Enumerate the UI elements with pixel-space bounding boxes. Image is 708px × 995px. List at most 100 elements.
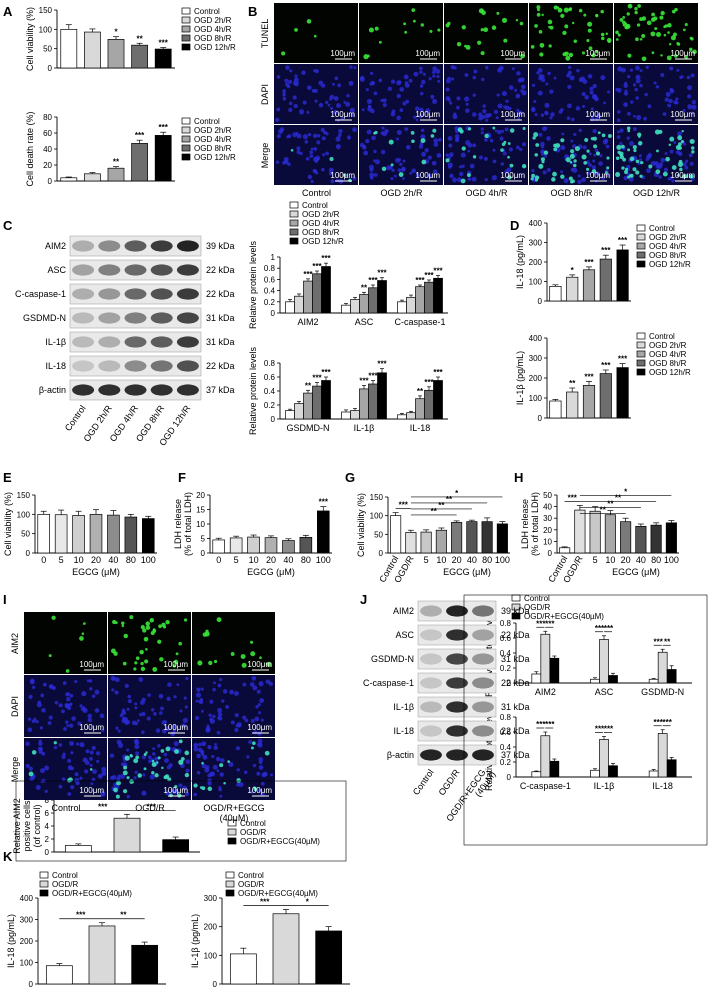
dapi-nucleus (330, 179, 335, 184)
dapi-nucleus (67, 758, 72, 763)
bar (590, 678, 600, 684)
x-tick-label: C-caspase-1 (520, 781, 571, 791)
legend-label: Control (649, 224, 675, 233)
dapi-nucleus (420, 128, 425, 133)
dapi-nucleus (346, 135, 352, 140)
dapi-nucleus (627, 111, 631, 116)
dapi-nucleus (660, 73, 665, 77)
bar (540, 735, 551, 778)
y-tick-label: 5 (201, 535, 206, 544)
positive-cell (404, 30, 408, 34)
dapi-nucleus (309, 150, 314, 155)
legend-swatch (289, 210, 299, 218)
dapi-nucleus (467, 149, 471, 153)
positive-cell (624, 170, 628, 174)
blot-band (446, 701, 468, 713)
positive-cell (568, 52, 574, 58)
positive-cell (158, 624, 162, 629)
significance-mark: *** (159, 123, 169, 132)
positive-cell (565, 55, 571, 61)
dapi-nucleus (634, 87, 638, 92)
dapi-nucleus (265, 679, 271, 684)
positive-cell (145, 621, 151, 626)
y-tick-label: 0 (26, 549, 31, 558)
dapi-nucleus (497, 129, 502, 135)
kda-label: 22 kDa (501, 678, 530, 688)
dapi-nucleus (114, 690, 119, 695)
dapi-nucleus (485, 118, 489, 122)
bar (113, 817, 141, 853)
y-tick-label: 0.6 (264, 373, 276, 382)
significance-mark: *** (584, 372, 594, 381)
dapi-nucleus (404, 127, 409, 131)
dapi-nucleus (623, 83, 628, 89)
dapi-nucleus (346, 93, 350, 98)
dapi-nucleus (234, 713, 239, 718)
kda-label: 37 kDa (206, 385, 235, 395)
positive-cell (140, 625, 145, 630)
dapi-nucleus (419, 107, 424, 113)
legend-label: OGD 12h/R (194, 43, 236, 52)
dapi-nucleus (195, 699, 199, 703)
positive-cell (410, 131, 415, 135)
dapi-nucleus (639, 69, 643, 73)
dapi-nucleus (482, 104, 486, 108)
dapi-nucleus (669, 149, 674, 154)
positive-cell (587, 21, 593, 27)
dapi-nucleus (581, 177, 586, 183)
y-tick-label: 0.6 (500, 728, 512, 737)
dapi-nucleus (567, 84, 572, 90)
dapi-nucleus (90, 782, 94, 786)
positive-cell (151, 762, 157, 768)
positive-cell (129, 615, 134, 620)
positive-cell (588, 46, 593, 51)
positive-cell (477, 40, 482, 45)
x-tick-label: 80 (126, 555, 136, 565)
positive-cell (290, 148, 294, 152)
dapi-nucleus (691, 177, 695, 181)
positive-cell (472, 155, 477, 159)
y-tick-label: 0 (507, 773, 512, 782)
blot-band (446, 725, 468, 737)
positive-cell (586, 167, 590, 171)
positive-cell (421, 159, 427, 165)
dapi-nucleus (643, 116, 647, 121)
bar (312, 273, 322, 314)
positive-cell (683, 173, 688, 178)
bar (648, 770, 659, 778)
bar (72, 515, 85, 554)
positive-cell (569, 160, 573, 164)
dapi-nucleus (148, 759, 152, 764)
dapi-nucleus (395, 157, 401, 163)
dapi-nucleus (88, 679, 93, 683)
dapi-nucleus (62, 681, 67, 686)
positive-cell (557, 7, 563, 13)
dapi-nucleus (691, 100, 697, 105)
positive-cell (570, 149, 575, 154)
dapi-nucleus (126, 794, 131, 799)
blot-band (124, 312, 147, 324)
dapi-nucleus (682, 162, 687, 167)
positive-cell (374, 130, 378, 135)
positive-cell (591, 169, 597, 174)
dapi-nucleus (121, 710, 127, 716)
bar (415, 398, 425, 420)
bar (229, 953, 257, 985)
positive-cell (496, 11, 500, 15)
dapi-nucleus (587, 74, 593, 79)
dapi-nucleus (39, 726, 43, 730)
positive-cell (83, 622, 86, 625)
dapi-nucleus (591, 94, 597, 99)
dapi-nucleus (621, 67, 626, 73)
positive-cell (160, 749, 165, 753)
dapi-nucleus (458, 165, 463, 169)
dapi-nucleus (284, 159, 289, 165)
dapi-nucleus (222, 689, 228, 694)
significance-mark: *** (312, 262, 322, 271)
legend-label: Control (524, 594, 550, 603)
dapi-nucleus (74, 772, 79, 777)
dapi-nucleus (380, 149, 386, 155)
